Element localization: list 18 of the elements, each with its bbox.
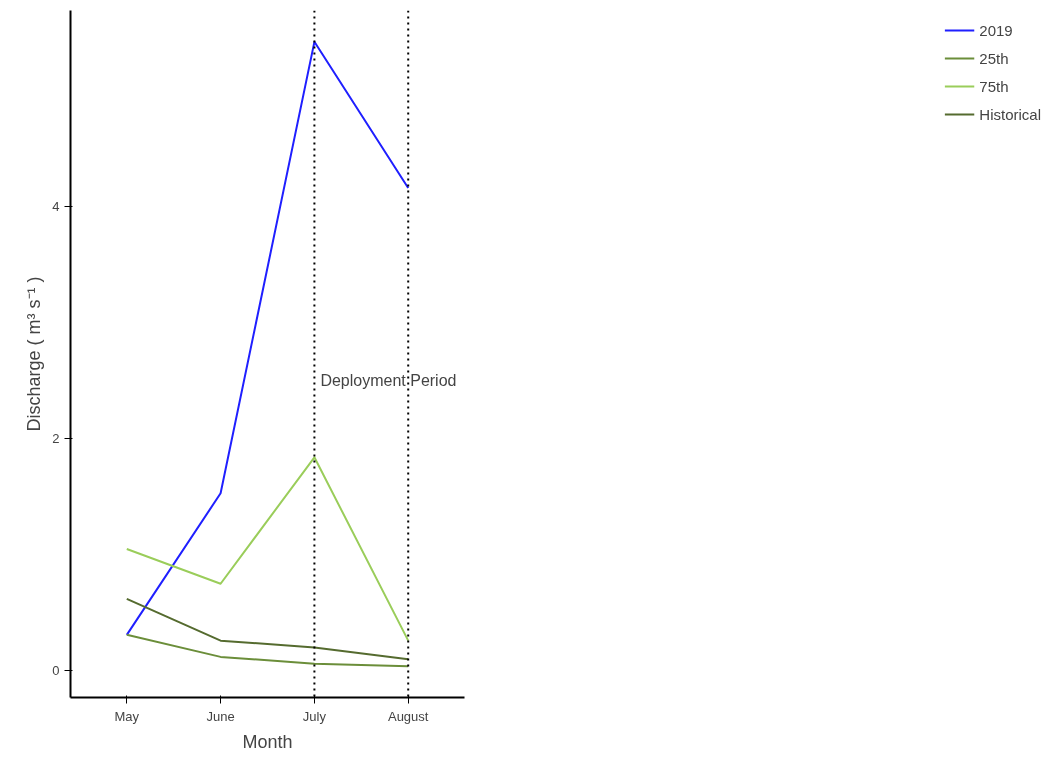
y-axis-title: Discharge ( m³ s⁻¹ )	[24, 276, 45, 432]
legend-label: 25th	[979, 49, 1009, 67]
line-series	[125, 456, 410, 642]
legend-label: 75th	[979, 77, 1009, 95]
x-tick-label: May	[114, 708, 140, 724]
x-tick-label: June	[206, 708, 235, 724]
line-series	[125, 40, 410, 636]
x-tick-label: July	[302, 708, 327, 724]
legend-label: 2019	[979, 21, 1013, 39]
y-tick-label: 0	[52, 663, 60, 679]
annotation: Deployment Period	[320, 372, 457, 390]
y-tick-label: 2	[52, 431, 60, 447]
y-tick-label: 4	[52, 199, 60, 215]
line-series	[125, 597, 410, 661]
x-tick-label: August	[387, 708, 429, 724]
x-axis-title: Month	[242, 731, 293, 752]
line-series	[125, 633, 410, 668]
legend-label: Historical	[979, 105, 1041, 123]
